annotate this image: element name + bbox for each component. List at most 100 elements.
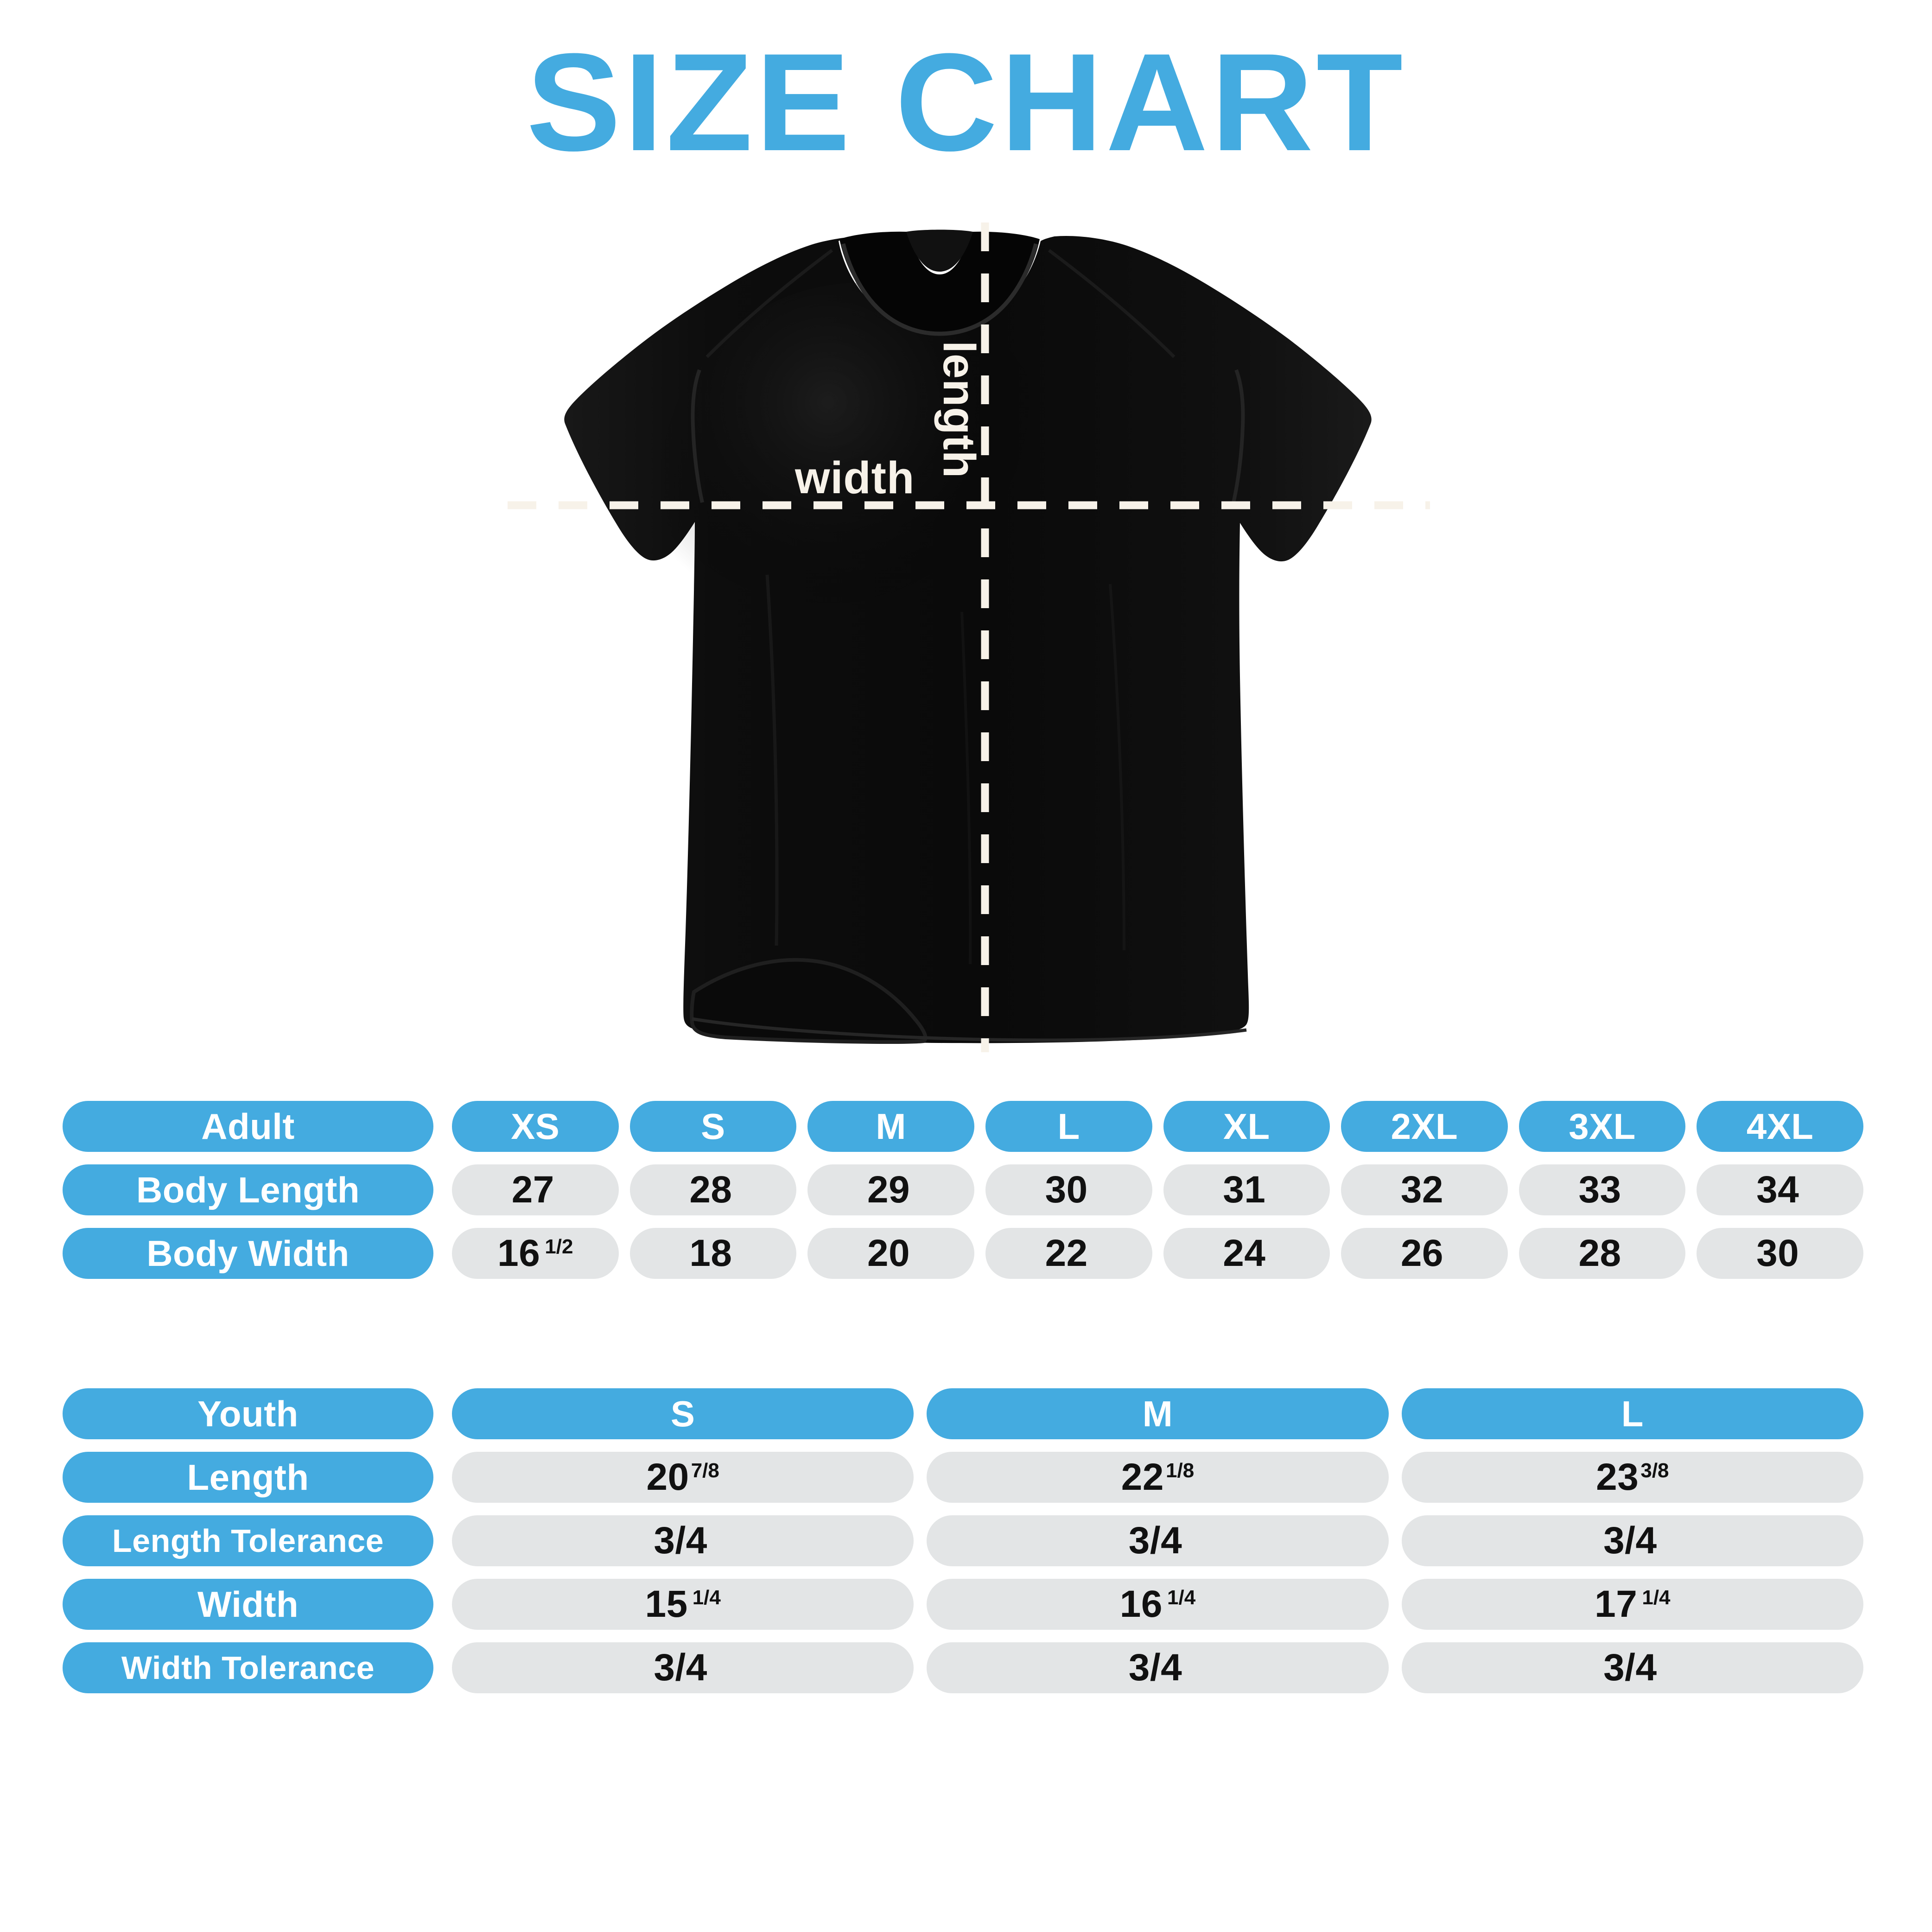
table-cell: 34 [1697,1164,1863,1215]
table-cell: 16 1/4 [927,1579,1389,1630]
table-cell: 17 1/4 [1401,1579,1863,1630]
tshirt-svg [508,222,1430,1052]
cell-value: 22 [1045,1232,1088,1274]
adult-size-header[interactable]: 3XL [1519,1101,1686,1152]
width-measure-label: width [795,452,915,503]
collar-opening [839,231,1040,333]
collar-back-band [906,229,973,272]
adult-size-table: Adult XS S M L XL 2XL 3XL 4XL Body Lengt… [63,1101,1863,1291]
column-gap [433,1228,452,1279]
cell-value: 18 [689,1232,732,1274]
table-cell: 22 1/8 [927,1452,1389,1503]
adult-size-header[interactable]: M [807,1101,974,1152]
cell-value: 20 [867,1232,910,1274]
cell-fraction: 1/2 [545,1235,573,1258]
cell-value: 16 [1119,1583,1163,1625]
cell-value: 15 [645,1583,688,1625]
table-cell: 23 3/8 [1401,1452,1863,1503]
cell-value: 34 [1756,1169,1799,1211]
table-cell: 28 [1519,1228,1686,1279]
hem-edge [692,1017,1247,1042]
adult-body-length-cells: 27 28 29 30 31 32 33 34 [452,1164,1863,1215]
cell-value: 3/4 [1603,1519,1657,1562]
cell-value: 3/4 [1128,1519,1182,1562]
cell-value: 3/4 [654,1519,707,1562]
cell-value: 27 [511,1169,554,1211]
youth-size-header-cells: S M L [452,1388,1863,1439]
cell-value: 33 [1578,1169,1621,1211]
table-cell: 3/4 [452,1515,914,1566]
youth-header-row: Youth S M L [63,1388,1863,1439]
length-measure-label: length [934,341,985,478]
adult-body-width-row: Body Width 16 1/2 18 20 22 24 26 28 30 [63,1228,1863,1279]
youth-size-header[interactable]: L [1401,1388,1863,1439]
cell-value: 24 [1223,1232,1266,1274]
youth-width-tolerance-cells: 3/4 3/4 3/4 [452,1642,1863,1693]
table-cell: 20 [807,1228,974,1279]
right-sleeve-seam [1232,369,1245,503]
column-gap [433,1642,452,1693]
adult-size-header[interactable]: 2XL [1341,1101,1508,1152]
adult-size-header[interactable]: L [985,1101,1152,1152]
youth-width-cells: 15 1/4 16 1/4 17 1/4 [452,1579,1863,1630]
cell-value: 31 [1223,1169,1266,1211]
cell-fraction: 1/4 [1642,1586,1671,1609]
youth-size-table: Youth S M L Length 20 7/8 22 1/8 23 3/8 Len… [63,1388,1863,1706]
column-gap [433,1101,452,1152]
adult-size-header[interactable]: XS [452,1101,619,1152]
cell-value: 3/4 [1603,1646,1657,1689]
cell-fraction: 7/8 [691,1459,719,1482]
table-cell: 15 1/4 [452,1579,914,1630]
body-fold-1 [765,574,779,946]
table-cell: 30 [1697,1228,1863,1279]
column-gap [433,1579,452,1630]
cell-value: 22 [1121,1456,1164,1498]
table-cell: 3/4 [452,1642,914,1693]
adult-header-row: Adult XS S M L XL 2XL 3XL 4XL [63,1101,1863,1152]
youth-length-row: Length 20 7/8 22 1/8 23 3/8 [63,1452,1863,1503]
cell-value: 3/4 [1128,1646,1182,1689]
column-gap [433,1164,452,1215]
column-gap [433,1515,452,1566]
table-cell: 3/4 [927,1515,1389,1566]
youth-width-tolerance-row: Width Tolerance 3/4 3/4 3/4 [63,1642,1863,1693]
left-shoulder-fold [705,249,833,358]
cell-value: 30 [1045,1169,1088,1211]
table-cell: 33 [1519,1164,1686,1215]
cell-value: 29 [867,1169,910,1211]
youth-width-row: Width 15 1/4 16 1/4 17 1/4 [63,1579,1863,1630]
cell-fraction: 1/4 [1167,1586,1196,1609]
page-title: SIZE CHART [526,24,1406,180]
adult-size-header[interactable]: 4XL [1697,1101,1863,1152]
adult-body-length-row: Body Length 27 28 29 30 31 32 33 34 [63,1164,1863,1215]
youth-size-header[interactable]: M [927,1388,1389,1439]
youth-size-header[interactable]: S [452,1388,914,1439]
adult-size-header[interactable]: XL [1163,1101,1330,1152]
table-cell: 16 1/2 [452,1228,619,1279]
adult-size-header[interactable]: S [629,1101,797,1152]
youth-section-label: Youth [63,1388,433,1439]
cell-value: 20 [646,1456,689,1498]
cell-fraction: 3/8 [1640,1459,1669,1482]
youth-row-label: Width [63,1579,433,1630]
table-cell: 20 7/8 [452,1452,914,1503]
left-sleeve-seam [691,369,704,503]
adult-body-width-cells: 16 1/2 18 20 22 24 26 28 30 [452,1228,1863,1279]
table-cell: 28 [629,1164,797,1215]
table-cell: 18 [629,1228,797,1279]
cell-value: 28 [1578,1232,1621,1274]
cell-value: 32 [1400,1169,1444,1211]
cell-value: 28 [689,1169,732,1211]
youth-row-label: Length Tolerance [63,1515,433,1566]
table-cell: 32 [1341,1164,1508,1215]
cell-fraction: 1/8 [1166,1459,1195,1482]
cell-value: 26 [1400,1232,1444,1274]
table-cell: 30 [985,1164,1152,1215]
body-fold-2 [1109,584,1125,951]
cell-value: 17 [1595,1583,1638,1625]
adult-row-label: Body Length [63,1164,433,1215]
cell-value: 23 [1596,1456,1639,1498]
table-cell: 31 [1163,1164,1330,1215]
table-cell: 3/4 [1401,1515,1863,1566]
